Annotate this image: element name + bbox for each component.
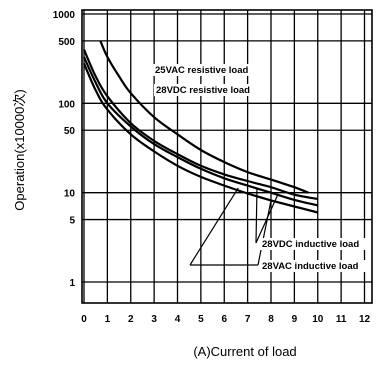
annotation-backing	[260, 260, 370, 272]
x-tick-label: 8	[268, 314, 274, 325]
x-tick-label: 7	[245, 314, 251, 325]
x-tick-label: 3	[151, 314, 157, 325]
series-28vdc-inductive	[82, 56, 319, 207]
annotations: 25VAC resistive load 28VDC resistive load…	[153, 64, 370, 272]
x-tick-label: 6	[221, 314, 227, 325]
y-tick-label: 1000	[53, 10, 76, 21]
y-axis-label: Operation(x10000次)	[12, 89, 27, 210]
series-28vac-inductive	[82, 62, 319, 214]
y-tick-label: 1	[69, 278, 75, 289]
x-tick-label: 1	[105, 314, 111, 325]
x-tick-label: 5	[198, 314, 204, 325]
x-tick-label: 2	[128, 314, 134, 325]
annotation-leader-line	[257, 200, 272, 266]
leader-lines	[189, 187, 279, 266]
annotation-backing	[153, 64, 263, 76]
annotation-label: 28VAC inductive load	[262, 261, 359, 272]
annotation-label: 28VDC inductive load	[262, 239, 359, 250]
annotation-backing	[260, 238, 370, 250]
y-tick-label: 100	[58, 99, 75, 110]
annotation-backing	[154, 84, 264, 96]
x-tick-label: 10	[312, 314, 324, 325]
x-tick-label: 12	[359, 314, 371, 325]
y-tick-label: 10	[64, 189, 76, 200]
x-tick-label: 0	[81, 314, 87, 325]
plot-frame	[81, 9, 373, 304]
annotation-leader-line	[255, 188, 258, 244]
annotation-leader-line	[189, 187, 239, 266]
grid	[82, 10, 372, 303]
x-axis-label: (A)Current of load	[193, 344, 296, 359]
y-tick-label: 50	[64, 126, 76, 137]
annotation-label: 28VDC resistive load	[156, 85, 250, 96]
series-28vdc-resistive	[82, 49, 318, 201]
x-tick-label: 11	[336, 314, 347, 325]
series-lines	[82, 40, 319, 214]
x-tick-label: 4	[175, 314, 181, 325]
x-tick-label: 9	[292, 314, 298, 325]
annotation-label: 25VAC resistive load	[155, 65, 248, 76]
y-tick-label: 5	[69, 216, 75, 227]
series-25vac-resistive	[99, 40, 309, 194]
y-tick-label: 500	[58, 37, 75, 48]
